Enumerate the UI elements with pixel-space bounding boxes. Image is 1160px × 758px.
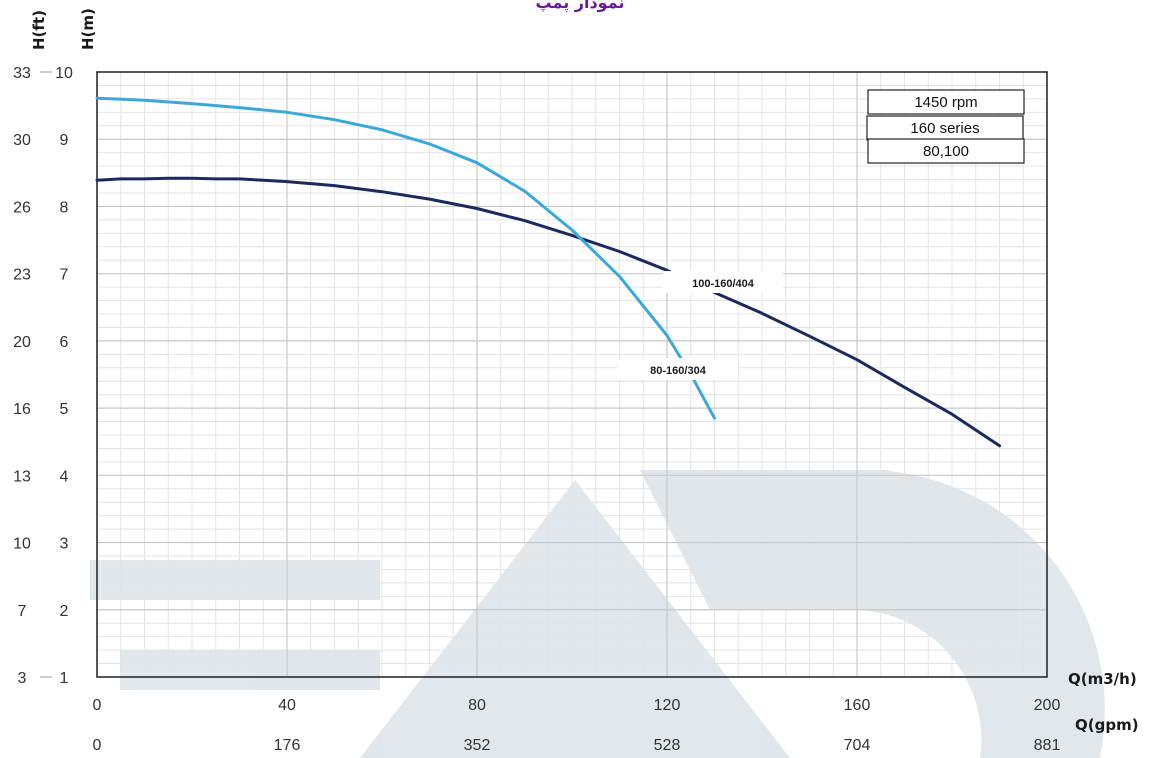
y2-tick-label: 20 <box>13 334 31 351</box>
x-tick-label: 80 <box>468 697 486 714</box>
y-tick-label: 6 <box>60 334 69 351</box>
minor-grid <box>97 72 1047 677</box>
x-tick-label: 200 <box>1034 697 1061 714</box>
x2-tick-label: 528 <box>654 737 681 754</box>
curve-100-160/404 <box>95 176 1001 448</box>
y2-tick-label: 13 <box>13 468 31 485</box>
x2-tick-label: 0 <box>93 737 102 754</box>
y2-tick-label: 3 <box>18 670 27 687</box>
curve-label-background <box>663 271 783 293</box>
y2-tick-label: 30 <box>13 132 31 149</box>
y-tick-label: 8 <box>60 199 69 216</box>
legend-cell-text: 160 series <box>910 120 979 137</box>
legend-cell <box>866 115 1024 141</box>
x2-tick-label: 176 <box>274 737 301 754</box>
curve-label: 80-160/304 <box>650 365 707 377</box>
curves-layer <box>95 96 1001 448</box>
y-axis-title-ft: H(ft) <box>30 10 48 50</box>
y-tick-label: 2 <box>60 603 69 620</box>
curve-label: 100-160/404 <box>692 278 755 290</box>
y-tick-label: 7 <box>60 267 69 284</box>
y-tick-label: 5 <box>60 401 69 418</box>
x2-tick-label: 704 <box>844 737 871 754</box>
y-tick-label: 10 <box>55 65 73 82</box>
y2-tick-label: 33 <box>13 65 31 82</box>
y2-tick-label: 26 <box>13 199 31 216</box>
x2-tick-label: 352 <box>464 737 491 754</box>
x-tick-label: 160 <box>844 697 871 714</box>
x-tick-label: 40 <box>278 697 296 714</box>
watermark-logo <box>90 469 1105 758</box>
legend-cell <box>867 89 1025 115</box>
legend-cell <box>867 138 1025 164</box>
y2-tick-label: 16 <box>13 401 31 418</box>
y2-tick-label: 7 <box>18 603 27 620</box>
x2-tick-label: 881 <box>1034 737 1061 754</box>
y-tick-label: 3 <box>60 536 69 553</box>
curve-label-background <box>618 358 738 380</box>
x-axis-title-m3h: Q(m3/h) <box>1068 670 1137 688</box>
y-axis-title-m: H(m) <box>79 8 97 50</box>
chart-title: نمودار پمپ <box>536 0 625 13</box>
y-tick-label: 1 <box>60 670 69 687</box>
x-axis-title-gpm: Q(gpm) <box>1075 716 1139 734</box>
y2-tick-label: 23 <box>13 267 31 284</box>
y-tick-label: 4 <box>60 468 69 485</box>
curve-80-160/304 <box>95 96 716 420</box>
plot-frame <box>96 71 1048 678</box>
legend-cell-text: 1450 rpm <box>914 94 977 111</box>
x-tick-label: 0 <box>93 697 102 714</box>
legend-cell-text: 80,100 <box>923 143 969 160</box>
legend-box: 1450 rpm 160 series 80,100 <box>866 89 1025 164</box>
y2-tick-label: 10 <box>13 536 31 553</box>
x-tick-label: 120 <box>654 697 681 714</box>
curve-labels-layer: 100-160/404 80-160/304 <box>618 271 783 380</box>
y-tick-label: 9 <box>60 132 69 149</box>
